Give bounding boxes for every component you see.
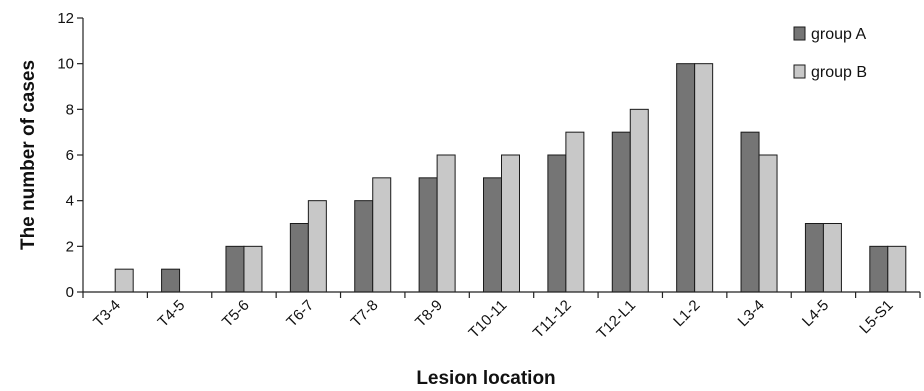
bar-group-a-t4-5 bbox=[161, 268, 181, 293]
bar-group-b-t12-l1 bbox=[629, 108, 649, 293]
bar-group-b-t3-4 bbox=[114, 268, 134, 293]
x-tick-label: T8-9 bbox=[412, 297, 446, 331]
y-axis-title: The number of cases bbox=[18, 60, 39, 250]
bar-group-a-t8-9 bbox=[418, 177, 438, 293]
bar-group-a-t5-6 bbox=[225, 245, 245, 293]
bar-group-b-l3-4 bbox=[758, 154, 778, 293]
bar-group-b-t11-12 bbox=[565, 131, 585, 293]
legend: group A group B bbox=[793, 26, 867, 81]
y-tick-label: 2 bbox=[66, 238, 74, 255]
x-tick-label: T5-6 bbox=[219, 297, 253, 331]
y-tick-label: 0 bbox=[66, 284, 74, 301]
x-tick-label: T12-L1 bbox=[593, 297, 639, 343]
x-tick-label: T4-5 bbox=[155, 297, 189, 331]
bar-group-a-t11-12 bbox=[547, 154, 567, 293]
y-tick-label: 6 bbox=[66, 147, 74, 164]
x-tick-label: L5-S1 bbox=[856, 297, 896, 337]
x-tick-label: T10-11 bbox=[465, 297, 510, 342]
y-tick-label: 10 bbox=[57, 56, 74, 73]
bar-group-a-t7-8 bbox=[354, 200, 374, 293]
bar-group-a-t12-l1 bbox=[611, 131, 631, 293]
bar-group-b-t6-7 bbox=[307, 200, 327, 293]
bar-group-b-t7-8 bbox=[372, 177, 392, 293]
bar-group-b-l5-s1 bbox=[887, 245, 907, 293]
bar-group-a-l3-4 bbox=[740, 131, 760, 293]
plot-area: 0 2 4 6 8 10 12 T3-4 T4-5 T5-6 T6-7 T7-8 T8-9 T10-11 T… bbox=[57, 10, 921, 343]
bar-group-a-l5-s1 bbox=[869, 245, 889, 293]
x-axis-title: Lesion location bbox=[416, 368, 555, 389]
bar-group-b-t10-11 bbox=[501, 154, 520, 293]
x-tick-label: T7-8 bbox=[348, 297, 382, 331]
x-tick-label: L4-5 bbox=[799, 297, 832, 330]
x-tick-label: T11-12 bbox=[530, 297, 575, 342]
x-tick-label: L3-4 bbox=[735, 297, 768, 330]
legend-label-group-b: group B bbox=[811, 64, 867, 81]
y-tick-label: 12 bbox=[57, 10, 74, 27]
legend-swatch-group-b bbox=[793, 64, 806, 79]
legend-swatch-group-a bbox=[793, 26, 806, 41]
bar-group-b-l1-2 bbox=[694, 63, 714, 293]
bar-group-b-t5-6 bbox=[243, 245, 263, 293]
y-tick-label: 4 bbox=[66, 193, 74, 210]
bar-group-a-l1-2 bbox=[676, 63, 696, 293]
x-tick-label: L1-2 bbox=[670, 297, 703, 330]
x-tick-label: T6-7 bbox=[283, 297, 317, 331]
bar-group-a-l4-5 bbox=[804, 223, 824, 293]
x-tick-label: T3-4 bbox=[90, 297, 124, 331]
bar-group-a-t10-11 bbox=[483, 177, 502, 293]
bar-group-b-l4-5 bbox=[822, 223, 842, 293]
bar-group-b-t8-9 bbox=[436, 154, 456, 293]
y-tick-label: 8 bbox=[66, 101, 74, 118]
bar-group-a-t6-7 bbox=[289, 223, 309, 293]
legend-label-group-a: group A bbox=[811, 26, 866, 43]
